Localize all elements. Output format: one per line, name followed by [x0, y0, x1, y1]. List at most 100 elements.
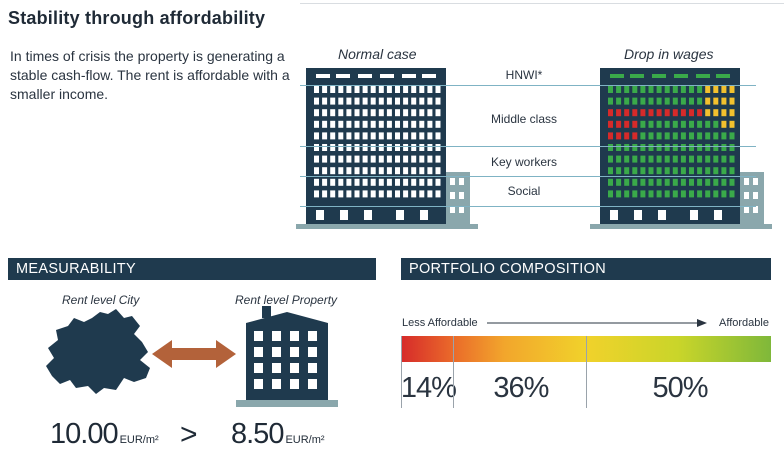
building-window [713, 132, 719, 140]
segment-percent-label: 50% [652, 372, 709, 404]
building-base [296, 224, 478, 229]
building-window [395, 190, 400, 198]
building-window [672, 144, 678, 151]
building-window [672, 155, 678, 163]
building-window [648, 167, 654, 175]
segment-percent-label: 14% [400, 372, 457, 404]
building-window [419, 109, 425, 117]
building-window [608, 167, 613, 175]
roof-window [380, 74, 394, 78]
building-window [689, 167, 694, 175]
building-window [729, 120, 735, 128]
building-window [386, 167, 392, 175]
property-window [272, 331, 281, 341]
building-window [640, 109, 646, 117]
building-window [616, 167, 622, 175]
property-rent-unit: EUR/m² [285, 434, 325, 446]
city-rent-value: 10.00 EUR/m² [50, 418, 159, 451]
property-window [290, 363, 299, 373]
property-window [254, 347, 263, 357]
building-window [713, 178, 719, 186]
building-window [713, 144, 719, 151]
building-window [386, 86, 392, 93]
property-rent-value: 8.50 EUR/m² [231, 418, 325, 451]
less-affordable-label: Less Affordable [402, 317, 478, 329]
drop-case-label: Drop in wages [624, 46, 714, 62]
building-window [435, 144, 441, 151]
building-window [697, 178, 703, 186]
building-window [370, 132, 376, 140]
building-window [370, 97, 376, 105]
building-window [354, 167, 360, 175]
building-window [362, 190, 368, 198]
building-window [616, 97, 622, 105]
building-window [362, 178, 368, 186]
building-window [705, 132, 711, 140]
building-window [395, 132, 400, 140]
building-window [403, 190, 409, 198]
building-window [427, 120, 433, 128]
building-window [697, 132, 703, 140]
building-window [648, 178, 654, 186]
building-window [411, 132, 417, 140]
building-window [338, 167, 344, 175]
roof-window [316, 74, 330, 78]
annex-window [753, 178, 758, 185]
building-window [729, 109, 735, 117]
building-window [362, 97, 368, 105]
building-window [435, 120, 441, 128]
building-window [386, 155, 392, 163]
building-window [419, 178, 425, 186]
building-window [689, 190, 694, 198]
building-annex [444, 172, 470, 224]
building-window [624, 86, 630, 93]
property-window [254, 363, 263, 373]
building-window [362, 109, 368, 117]
building-window [656, 190, 662, 198]
building-window [705, 144, 711, 151]
building-window [705, 86, 711, 93]
title-rule [300, 3, 784, 4]
property-window [308, 331, 317, 341]
building-window [378, 132, 384, 140]
building-window [395, 120, 400, 128]
property-window [272, 379, 281, 389]
building-window [608, 144, 613, 151]
building-window [427, 178, 433, 186]
building-window [403, 109, 409, 117]
building-window [330, 178, 336, 186]
building-window [346, 132, 352, 140]
building-window [721, 155, 727, 163]
building-window [330, 155, 336, 163]
property-window [308, 363, 317, 373]
portfolio-header: PORTFOLIO COMPOSITION [401, 258, 771, 280]
building-window [680, 120, 686, 128]
building-window [403, 86, 409, 93]
building-window [419, 132, 425, 140]
building-window [322, 190, 328, 198]
building-window [632, 167, 638, 175]
building-window [705, 97, 711, 105]
ground-window [420, 210, 428, 220]
property-window [254, 331, 263, 341]
band-line [300, 85, 756, 86]
building-window [378, 86, 384, 93]
building-window [403, 132, 409, 140]
building-window [346, 190, 352, 198]
building-window [697, 109, 703, 117]
annex-window [744, 206, 749, 213]
building-window [386, 97, 392, 105]
ground-window [316, 210, 324, 220]
property-window [308, 379, 317, 389]
building-window [705, 109, 711, 117]
band-label-middle-class: Middle class [490, 112, 558, 126]
building-window [640, 155, 646, 163]
building-window [322, 178, 328, 186]
building-window [697, 120, 703, 128]
property-rent-number: 8.50 [231, 418, 284, 450]
building-window [721, 97, 727, 105]
building-window [411, 97, 417, 105]
band-line [300, 146, 756, 147]
ground-window [396, 210, 404, 220]
building-window [680, 86, 686, 93]
